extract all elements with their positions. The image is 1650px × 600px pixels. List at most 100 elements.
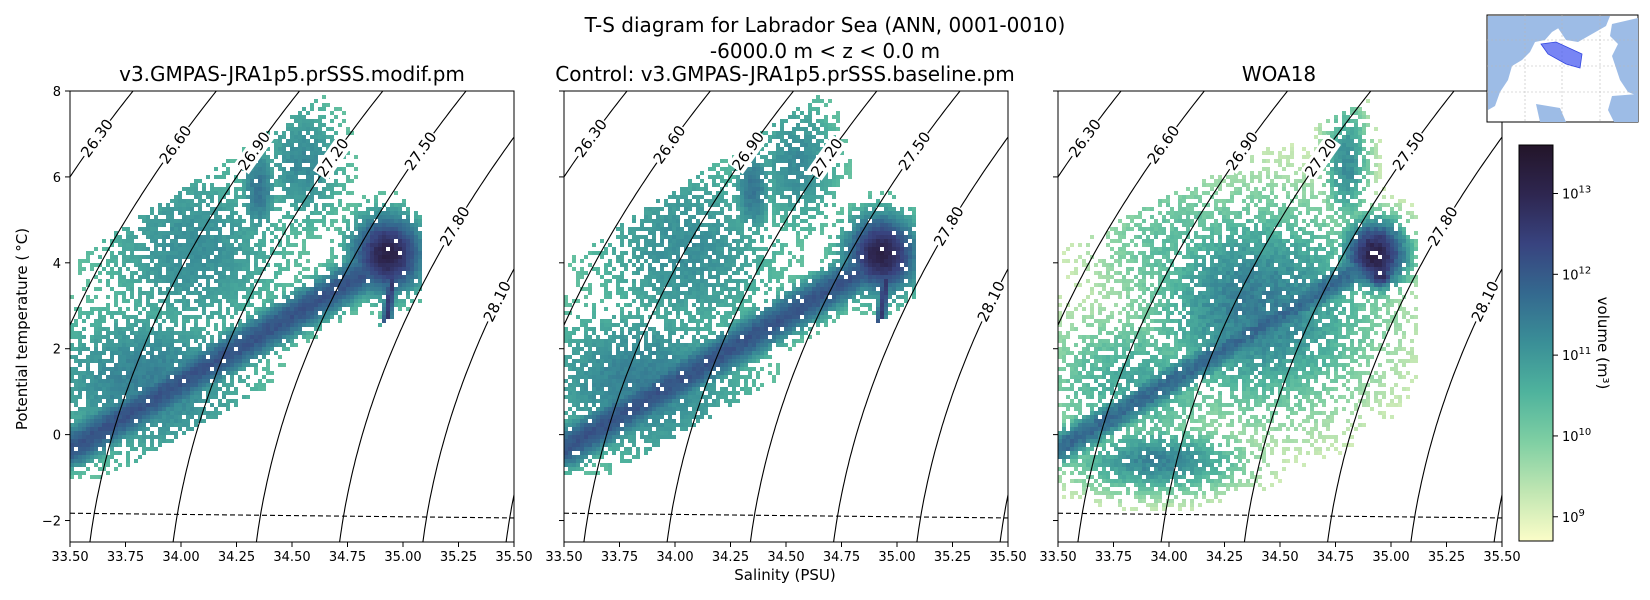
density-cell [206, 191, 210, 195]
density-cell [378, 287, 382, 291]
density-cell [330, 187, 334, 191]
density-cell [226, 299, 230, 303]
density-cell [684, 367, 688, 371]
density-cell [90, 451, 94, 455]
density-cell [318, 151, 322, 155]
density-cell [174, 267, 178, 271]
density-cell [330, 307, 334, 311]
density-cell [700, 247, 704, 251]
density-cell [158, 351, 162, 355]
density-cell [82, 327, 86, 331]
density-cell [640, 431, 644, 435]
density-cell [616, 407, 620, 411]
density-cell [282, 343, 286, 347]
density-cell [378, 219, 382, 223]
density-cell [94, 307, 98, 311]
density-cell [74, 323, 78, 327]
density-cell [632, 351, 636, 355]
density-cell [90, 423, 94, 427]
density-cell [342, 111, 346, 115]
density-cell [672, 263, 676, 267]
density-cell [166, 275, 170, 279]
density-cell [604, 407, 608, 411]
density-cell [672, 279, 676, 283]
density-cell [386, 231, 390, 235]
density-cell [82, 415, 86, 419]
density-cell [636, 347, 640, 351]
density-cell [620, 371, 624, 375]
density-cell [306, 323, 310, 327]
density-cell [166, 363, 170, 367]
density-cell [222, 255, 226, 259]
density-cell [146, 339, 150, 343]
density-cell [262, 183, 266, 187]
density-cell [588, 399, 592, 403]
density-cell [680, 259, 684, 263]
density-cell [386, 315, 390, 319]
density-cell [218, 231, 222, 235]
density-cell [162, 207, 166, 211]
density-cell [190, 347, 194, 351]
density-cell [150, 447, 154, 451]
density-cell [370, 219, 374, 223]
density-cell [696, 419, 700, 423]
density-cell [262, 307, 266, 311]
density-cell [386, 295, 390, 299]
density-cell [700, 275, 704, 279]
density-cell [704, 335, 708, 339]
density-cell [214, 175, 218, 179]
density-cell [322, 283, 326, 287]
density-cell [374, 279, 378, 283]
density-cell [310, 143, 314, 147]
density-cell [572, 423, 576, 427]
density-cell [234, 271, 238, 275]
density-cell [664, 367, 668, 371]
density-cell [86, 383, 90, 387]
density-cell [94, 319, 98, 323]
density-cell [704, 183, 708, 187]
density-cell [358, 259, 362, 263]
density-cell [350, 299, 354, 303]
density-cell [142, 307, 146, 311]
density-cell [202, 351, 206, 355]
density-cell [604, 383, 608, 387]
density-cell [270, 311, 274, 315]
density-cell [134, 411, 138, 415]
density-cell [178, 367, 182, 371]
density-cell [278, 315, 282, 319]
density-cell [258, 219, 262, 223]
density-cell [130, 255, 134, 259]
density-cell [596, 455, 600, 459]
density-cell [118, 283, 122, 287]
density-cell [114, 395, 118, 399]
density-cell [326, 303, 330, 307]
density-cell [230, 351, 234, 355]
density-cell [178, 415, 182, 419]
density-cell [382, 227, 386, 231]
density-cell [676, 359, 680, 363]
density-cell [110, 311, 114, 315]
density-cell [632, 235, 636, 239]
density-cell [668, 431, 672, 435]
density-cell [672, 295, 676, 299]
density-cell [282, 151, 286, 155]
density-cell [676, 215, 680, 219]
density-cell [648, 215, 652, 219]
density-cell [234, 299, 238, 303]
density-cell [126, 455, 130, 459]
density-cell [262, 375, 266, 379]
density-cell [636, 227, 640, 231]
density-cell [254, 267, 258, 271]
density-cell [298, 315, 302, 319]
density-cell [186, 203, 190, 207]
density-cell [680, 415, 684, 419]
density-cell [162, 431, 166, 435]
density-cell [402, 203, 406, 207]
density-cell [644, 391, 648, 395]
density-cell [370, 263, 374, 267]
density-cell [290, 319, 294, 323]
density-cell [672, 215, 676, 219]
density-cell [358, 303, 362, 307]
density-cell [230, 331, 234, 335]
density-cell [114, 363, 118, 367]
